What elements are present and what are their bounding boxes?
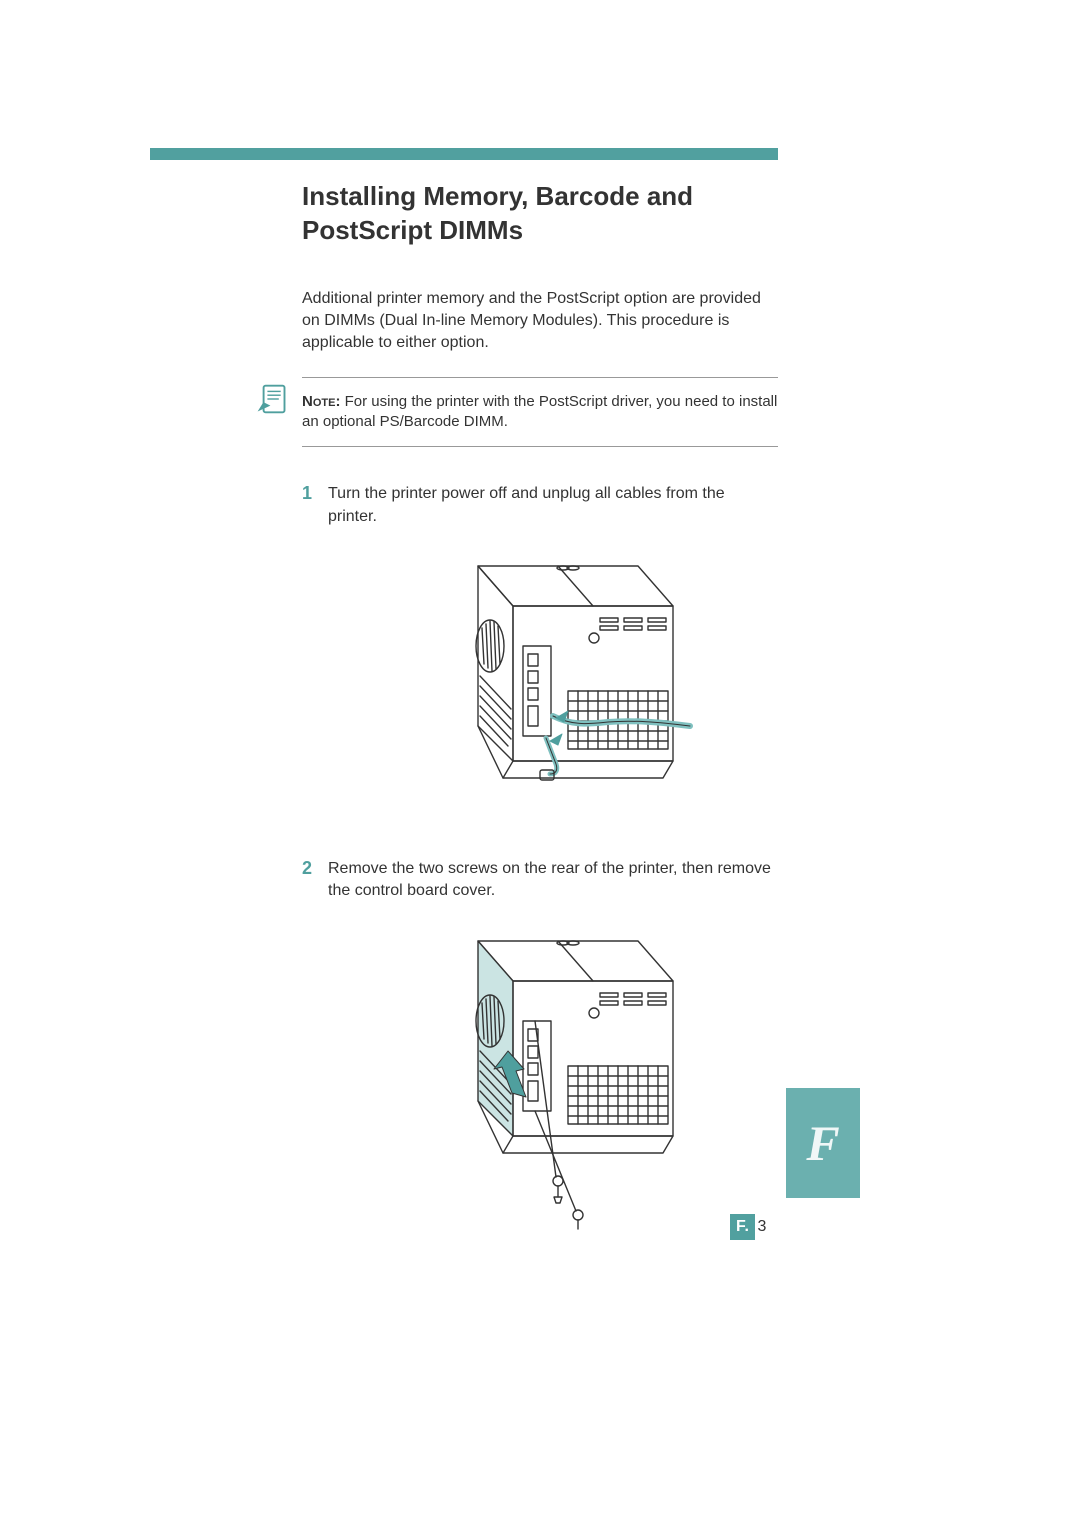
- step-2: 2 Remove the two screws on the rear of t…: [302, 858, 778, 903]
- step-text: Turn the printer power off and unplug al…: [328, 483, 778, 528]
- intro-text: Additional printer memory and the PostSc…: [302, 288, 778, 355]
- note-icon: [256, 380, 294, 418]
- step-number: 2: [302, 858, 328, 903]
- content: Installing Memory, Barcode and PostScrip…: [302, 180, 778, 1273]
- page-num: 3: [757, 1218, 766, 1236]
- step-number: 1: [302, 483, 328, 528]
- page-container: Installing Memory, Barcode and PostScrip…: [0, 0, 1080, 1528]
- figure-1: [328, 546, 778, 816]
- section-tab: F: [786, 1088, 860, 1198]
- section-tab-letter: F: [806, 1114, 839, 1172]
- figure-2: [328, 921, 778, 1231]
- page-title: Installing Memory, Barcode and PostScrip…: [302, 180, 778, 248]
- note-text: For using the printer with the PostScrip…: [302, 393, 777, 430]
- note-label: Note:: [302, 393, 340, 410]
- page-section-label: F.: [730, 1214, 755, 1240]
- note-block: Note: For using the printer with the Pos…: [302, 377, 778, 448]
- step-text: Remove the two screws on the rear of the…: [328, 858, 778, 903]
- page-number: F.3: [730, 1214, 766, 1240]
- header-bar: [150, 148, 778, 160]
- step-1: 1 Turn the printer power off and unplug …: [302, 483, 778, 528]
